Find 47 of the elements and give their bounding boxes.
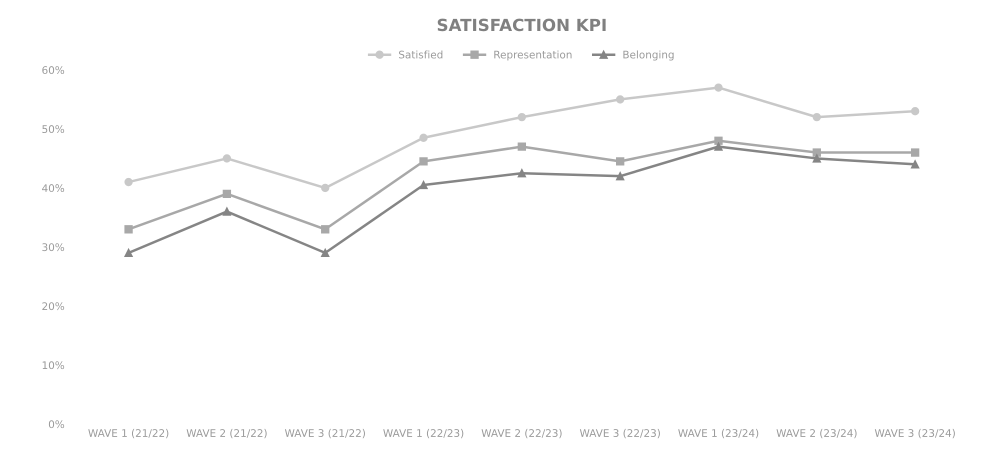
x-tick-label: WAVE 1 (22/23) bbox=[383, 428, 464, 438]
point bbox=[321, 184, 330, 192]
y-tick-label: 0% bbox=[48, 420, 64, 428]
point bbox=[910, 160, 920, 169]
point bbox=[714, 142, 723, 151]
point bbox=[222, 154, 232, 163]
point bbox=[419, 180, 428, 190]
y-tick-label: 20% bbox=[42, 302, 64, 310]
point bbox=[910, 107, 920, 116]
x-tick-label: WAVE 2 (22/23) bbox=[482, 428, 562, 438]
y-tick-label: 40% bbox=[42, 184, 64, 192]
x-tick-label: WAVE 3 (21/22) bbox=[284, 428, 365, 438]
legend-label: Belonging bbox=[623, 50, 674, 61]
point bbox=[616, 95, 624, 104]
point bbox=[812, 154, 821, 163]
x-tick-label: WAVE 3 (23/24) bbox=[874, 428, 955, 438]
x-tick-label: WAVE 2 (21/22) bbox=[186, 428, 267, 438]
point bbox=[714, 83, 723, 92]
y-tick-label: 60% bbox=[42, 66, 64, 74]
chart-title: SATISFACTION KPI bbox=[438, 18, 606, 32]
legend-label: Satisfied bbox=[399, 50, 442, 59]
point bbox=[321, 225, 330, 234]
x-tick-label: WAVE 3 (22/23) bbox=[580, 428, 660, 438]
x-tick-label: WAVE 1 (21/22) bbox=[88, 428, 168, 438]
point bbox=[910, 148, 920, 157]
point bbox=[812, 112, 821, 122]
x-tick-label: WAVE 2 (23/24) bbox=[776, 428, 857, 438]
point bbox=[419, 134, 428, 142]
point bbox=[124, 225, 133, 234]
point bbox=[124, 248, 133, 258]
y-tick-label: 10% bbox=[42, 361, 64, 370]
point bbox=[419, 157, 428, 166]
point bbox=[222, 190, 232, 198]
point bbox=[124, 178, 133, 186]
point bbox=[222, 207, 232, 216]
point bbox=[812, 148, 821, 157]
y-tick-label: 30% bbox=[42, 243, 64, 252]
y-tick-label: 50% bbox=[42, 125, 64, 134]
point bbox=[616, 157, 624, 166]
point bbox=[518, 112, 526, 122]
point bbox=[518, 142, 526, 151]
x-tick-label: WAVE 1 (23/24) bbox=[678, 428, 758, 438]
point bbox=[616, 172, 624, 180]
point bbox=[518, 169, 526, 178]
point bbox=[714, 136, 723, 145]
legend-label: Representation bbox=[494, 50, 572, 61]
point bbox=[321, 248, 330, 258]
